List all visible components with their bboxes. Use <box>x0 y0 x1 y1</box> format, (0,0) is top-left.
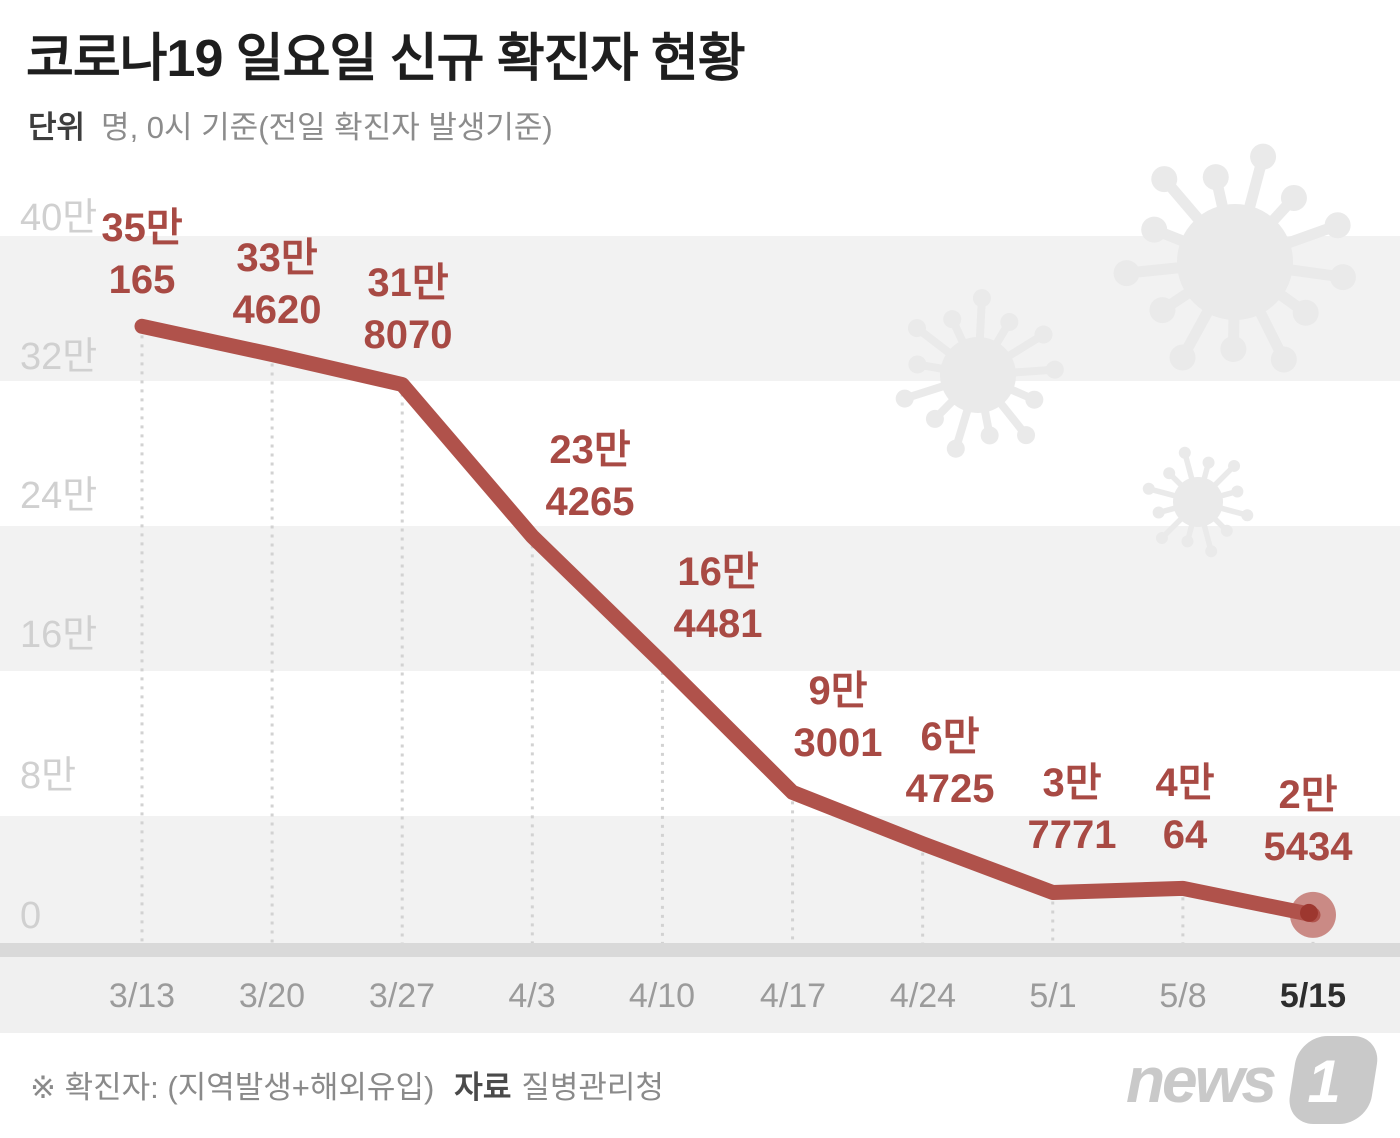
unit-label: 단위 <box>28 110 86 145</box>
stripe-bands <box>0 236 1400 943</box>
trend-line <box>134 318 1321 923</box>
data-label-line: 35만 <box>101 206 183 250</box>
svg-text:1: 1 <box>1307 1048 1340 1115</box>
drop-lines <box>140 326 1315 943</box>
x-tick-label: 3/20 <box>238 977 306 1015</box>
x-tick-label: 5/15 <box>1279 977 1347 1015</box>
data-label-line: 33만 <box>236 236 318 280</box>
data-label: 33만 4620 <box>165 232 389 336</box>
data-label-line: 165 <box>108 258 176 302</box>
last-point-core <box>1299 903 1318 922</box>
chart-subtitle: 단위 명, 0시 기준(전일 확진자 발생기준) <box>28 102 553 147</box>
data-label-line: 4620 <box>232 288 322 332</box>
data-label-line: 3만 <box>1042 761 1102 805</box>
virus-icon <box>1142 446 1254 558</box>
page-title: 코로나19 일요일 신규 확진자 현황 <box>26 30 746 88</box>
x-tick-label: 4/17 <box>759 977 827 1015</box>
data-label: 6만 4725 <box>838 711 1062 815</box>
data-label-line: 64 <box>1162 813 1208 857</box>
data-label: 31만 8070 <box>296 257 520 361</box>
data-label: 16만 4481 <box>606 546 830 650</box>
y-tick-16man: 16만 <box>20 614 98 656</box>
virus-icon <box>895 289 1064 458</box>
news1-logo-text: news <box>1125 1044 1277 1116</box>
data-label-line: 4481 <box>673 602 763 646</box>
data-label-line: 3001 <box>793 721 883 765</box>
x-axis-band <box>0 957 1400 1033</box>
y-tick-8man: 8만 <box>20 755 77 797</box>
source-value: 질병관리청 <box>521 1070 664 1105</box>
data-label-line: 2만 <box>1278 773 1338 817</box>
news1-logo: news 1 <box>1126 1032 1384 1128</box>
x-tick-label: 4/3 <box>508 977 556 1015</box>
data-label: 2만 5434 <box>1196 769 1400 873</box>
x-tick-label: 4/10 <box>628 977 696 1015</box>
news1-logo-one-icon: 1 <box>1289 1036 1378 1124</box>
unit-text: 명, 0시 기준(전일 확진자 발생기준) <box>101 110 553 145</box>
y-tick-0: 0 <box>20 895 42 937</box>
data-label-line: 7771 <box>1027 813 1117 857</box>
data-label-line: 5434 <box>1263 825 1353 869</box>
footnote: ※ 확진자: (지역발생+해외유입) 자료 질병관리청 <box>30 1062 664 1107</box>
data-label-line: 4725 <box>905 767 995 811</box>
data-label-line: 23만 <box>549 428 631 472</box>
virus-icon <box>1113 143 1356 373</box>
data-label-line: 6만 <box>920 715 980 759</box>
data-label: 23만 4265 <box>478 424 702 528</box>
x-tick-label: 3/13 <box>108 977 176 1015</box>
x-tick-label: 5/1 <box>1029 977 1077 1015</box>
data-label-line: 4만 <box>1155 761 1215 805</box>
x-tick-label: 4/24 <box>889 977 957 1015</box>
x-axis-line <box>0 943 1400 957</box>
footnote-text: ※ 확진자: (지역발생+해외유입) <box>30 1070 435 1105</box>
x-tick-label: 5/8 <box>1159 977 1207 1015</box>
data-label: 3만 7771 <box>960 757 1184 861</box>
source-label: 자료 <box>454 1070 512 1105</box>
data-label: 4만 64 <box>1073 757 1297 861</box>
x-tick-label: 3/27 <box>368 977 436 1015</box>
y-tick-32man: 32만 <box>20 336 98 378</box>
data-label-line: 8070 <box>363 313 453 357</box>
data-label-line: 4265 <box>545 480 635 524</box>
y-tick-24man: 24만 <box>20 475 98 517</box>
data-label-line: 16만 <box>677 550 759 594</box>
data-label-line: 31만 <box>367 261 449 305</box>
data-label: 35만 165 <box>30 202 254 306</box>
y-tick-40man: 40만 <box>20 197 98 239</box>
data-label-line: 9만 <box>808 669 868 713</box>
data-label: 9만 3001 <box>726 665 950 769</box>
